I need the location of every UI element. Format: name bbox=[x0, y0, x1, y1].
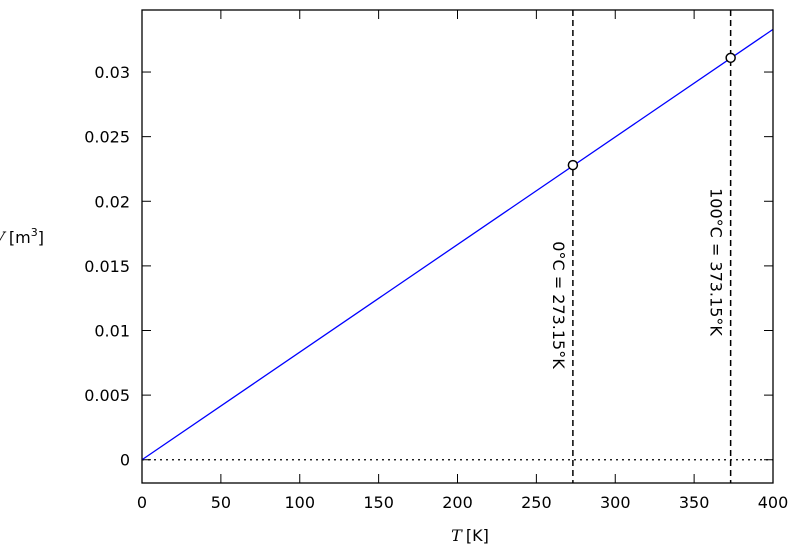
x-tick-label: 0 bbox=[137, 493, 147, 512]
data-line bbox=[141, 28, 774, 461]
y-axis-unit: [m bbox=[9, 228, 31, 247]
y-tick-label: 0.005 bbox=[84, 386, 130, 405]
y-axis-symbol: V bbox=[0, 228, 6, 247]
x-tick-label: 50 bbox=[211, 493, 231, 512]
plot-frame bbox=[141, 9, 774, 484]
x-axis-symbol: T bbox=[451, 526, 463, 545]
x-tick-label: 200 bbox=[442, 493, 473, 512]
x-axis-label: T [K] bbox=[451, 526, 489, 545]
x-tick-label: 300 bbox=[600, 493, 631, 512]
x-tick-label: 250 bbox=[521, 493, 552, 512]
x-tick-label: 350 bbox=[679, 493, 710, 512]
x-tick-label: 100 bbox=[284, 493, 315, 512]
x-tick-label: 400 bbox=[758, 493, 789, 512]
y-tick-label: 0 bbox=[120, 451, 130, 470]
x-axis-unit: [K] bbox=[466, 526, 489, 545]
y-tick-label: 0.015 bbox=[84, 257, 130, 276]
data-point bbox=[725, 52, 736, 64]
y-axis-power: 3 bbox=[31, 226, 38, 239]
data-point bbox=[567, 159, 579, 171]
annotation: 100°C = 373.15°K bbox=[707, 188, 726, 336]
y-axis-label: V[m3] bbox=[0, 226, 44, 247]
y-tick-label: 0.02 bbox=[94, 192, 130, 211]
y-tick-label: 0.01 bbox=[94, 322, 130, 341]
y-axis-unit-close: ] bbox=[38, 228, 44, 247]
x-tick-label: 150 bbox=[363, 493, 394, 512]
y-tick-label: 0.03 bbox=[94, 63, 130, 82]
y-tick-label: 0.025 bbox=[84, 128, 130, 147]
annotation: 0°C = 273.15°K bbox=[549, 241, 568, 369]
